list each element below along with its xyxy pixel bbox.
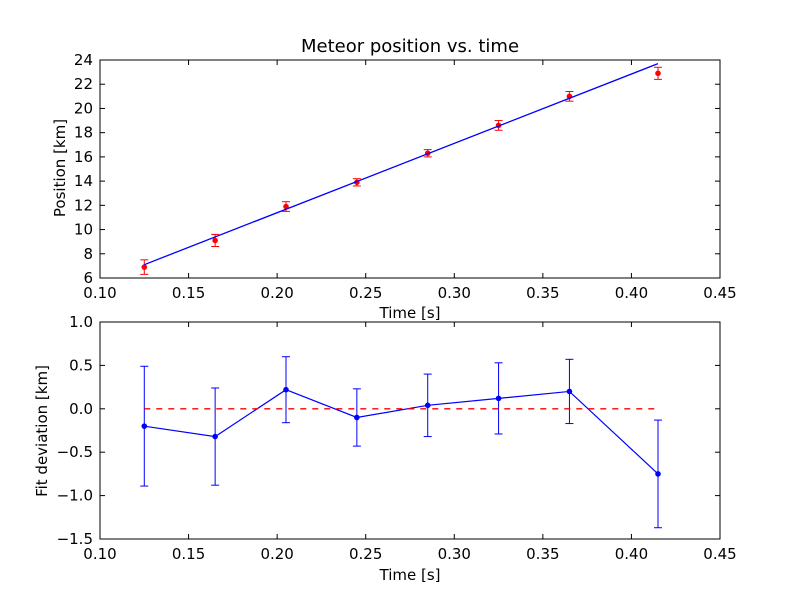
y-tick-label: −1.0 xyxy=(57,487,93,505)
y-tick-label: 0.0 xyxy=(69,400,93,418)
data-point xyxy=(495,395,502,402)
series xyxy=(140,356,662,529)
data-point xyxy=(212,433,218,440)
data-point xyxy=(655,70,661,77)
error-bar xyxy=(423,373,432,438)
data-point xyxy=(212,237,218,244)
axes-frame xyxy=(99,321,721,540)
y-tick-label: 10 xyxy=(74,221,93,239)
y-tick-label: 16 xyxy=(74,148,93,166)
x-tick-label: 0.40 xyxy=(615,545,648,563)
x-tick-label: 0.30 xyxy=(438,545,471,563)
error-bar xyxy=(211,387,220,486)
fit-line xyxy=(144,63,659,266)
y-tick-label: 6 xyxy=(83,269,93,287)
y-tick-label: −0.5 xyxy=(57,443,93,461)
y-tick-label: 12 xyxy=(74,196,93,214)
plot-area xyxy=(140,356,662,529)
data-point xyxy=(141,423,148,429)
error-bar xyxy=(282,356,290,424)
y-tick-label: 20 xyxy=(74,99,93,117)
x-tick-label: 0.25 xyxy=(349,284,382,302)
data-point xyxy=(141,264,148,270)
data-point xyxy=(566,388,573,395)
error-bar xyxy=(654,66,662,80)
y-tick-label: 22 xyxy=(74,75,93,93)
x-tick-label: 0.45 xyxy=(703,284,736,302)
x-tick-label: 0.40 xyxy=(615,284,648,302)
deviation-panel: Time [s] Fit deviation [km] 0.10 0.15 0.20… xyxy=(33,313,737,584)
error-bar xyxy=(654,419,662,529)
y-tick-label: 18 xyxy=(74,124,93,142)
x-axis-label: Time [s] xyxy=(379,304,441,322)
data-point xyxy=(424,402,431,409)
chart-title: Meteor position vs. time xyxy=(301,36,519,57)
data-point xyxy=(283,386,289,393)
y-tick-label: 14 xyxy=(74,172,93,190)
x-tick-label: 0.15 xyxy=(172,545,205,563)
x-tick-label: 0.35 xyxy=(526,545,559,563)
y-tick-label: 0.5 xyxy=(69,356,93,374)
axes-frame xyxy=(99,59,721,279)
x-tick-label: 0.20 xyxy=(260,545,293,563)
y-axis-label: Position [km] xyxy=(51,119,69,217)
x-tick-label: 0.25 xyxy=(349,545,382,563)
data-point xyxy=(655,471,661,477)
x-axis-label: Time [s] xyxy=(379,566,441,584)
error-bar xyxy=(140,259,149,275)
x-tick-label: 0.30 xyxy=(438,284,471,302)
error-bar xyxy=(352,388,361,447)
error-bar xyxy=(494,362,503,435)
x-tick-label: 0.45 xyxy=(703,545,736,563)
error-bar xyxy=(565,358,574,425)
x-tick-label: 0.15 xyxy=(172,284,205,302)
x-tick-label: 0.10 xyxy=(83,545,116,563)
plot-area xyxy=(140,63,662,275)
y-tick-label: 1.0 xyxy=(69,313,93,331)
y-tick-label: 24 xyxy=(74,51,93,69)
series xyxy=(144,63,659,266)
position-panel: Meteor position vs. time Time [s] Positi… xyxy=(51,36,737,322)
x-tick-label: 0.20 xyxy=(260,284,293,302)
x-tick-label: 0.10 xyxy=(83,284,116,302)
error-bar xyxy=(140,365,149,487)
y-tick-label: −1.5 xyxy=(57,530,93,548)
y-tick-label: 8 xyxy=(83,245,93,263)
x-tick-label: 0.35 xyxy=(526,284,559,302)
y-axis-label: Fit deviation [km] xyxy=(33,365,51,497)
deviation-line xyxy=(144,389,659,475)
data-point xyxy=(354,414,360,421)
